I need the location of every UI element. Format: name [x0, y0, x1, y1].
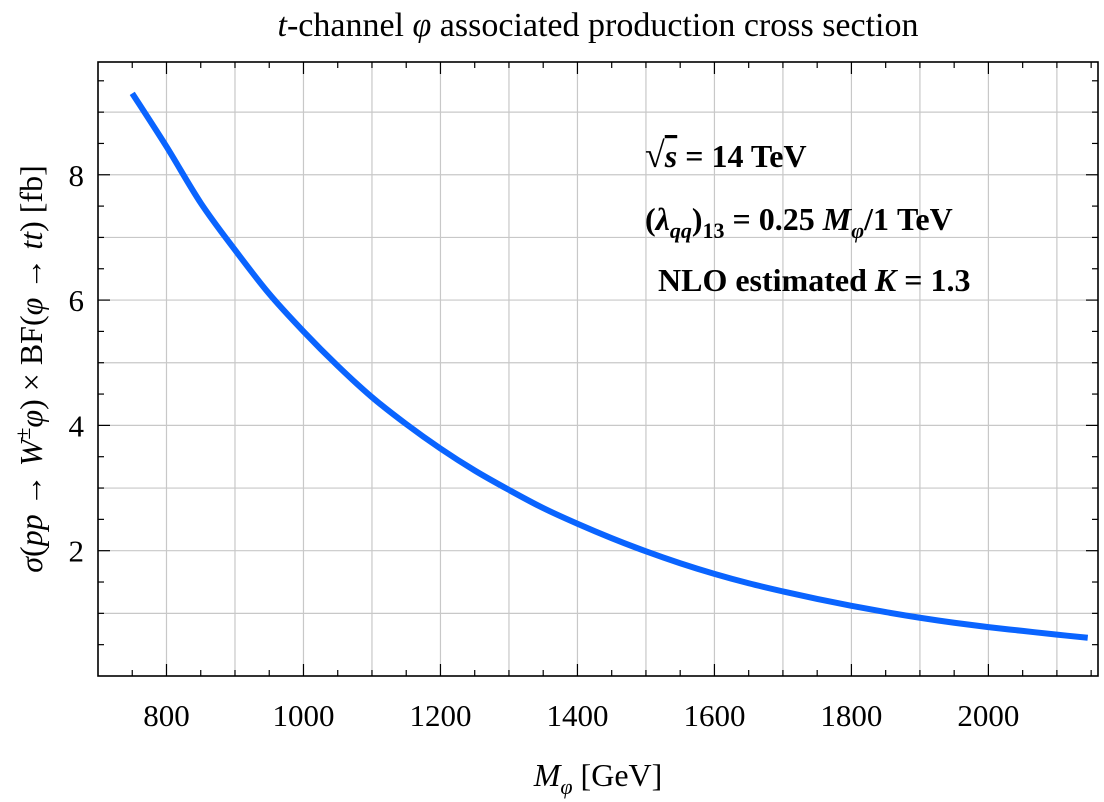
x-tick-label: 1200	[409, 698, 471, 733]
x-tick-label: 1000	[272, 698, 334, 733]
series-layer	[129, 91, 1089, 641]
svg-text:(λqq)13 = 0.25 Mφ/1 TeV: (λqq)13 = 0.25 Mφ/1 TeV	[645, 201, 953, 243]
y-axis-label: σ(pp → W±φ) × BF(φ → tt) [fb]	[10, 165, 49, 572]
annotation-energy: √s = 14 TeV	[645, 135, 807, 175]
y-tick-label: 6	[69, 283, 85, 318]
svg-text:NLO estimated K = 1.3: NLO estimated K = 1.3	[658, 262, 970, 298]
svg-text:√s = 14 TeV: √s = 14 TeV	[645, 135, 807, 175]
x-tick-label: 1400	[546, 698, 608, 733]
ticks	[98, 62, 1098, 676]
y-tick-label: 8	[69, 158, 85, 193]
series-line-0	[129, 91, 1089, 641]
x-tick-label: 800	[143, 698, 190, 733]
plot-frame	[97, 61, 1099, 677]
grid	[98, 62, 1098, 676]
y-tick-label: 4	[69, 408, 85, 443]
x-tick-label: 2000	[957, 698, 1019, 733]
x-tick-label: 1800	[820, 698, 882, 733]
plot-area	[98, 62, 1098, 676]
y-tick-labels: 2 4 6 8	[69, 158, 85, 569]
annotation-k-factor: NLO estimated K = 1.3	[658, 262, 970, 298]
x-tick-labels: 800 1000 1200 1400 1600 1800 2000	[143, 698, 1019, 733]
annotation-coupling: (λqq)13 = 0.25 Mφ/1 TeV	[645, 201, 953, 243]
y-tick-label: 2	[69, 534, 85, 569]
chart-title: t-channel φ associated production cross …	[277, 7, 918, 44]
x-axis-label: Mφ [GeV]	[533, 757, 663, 799]
x-tick-label: 1600	[683, 698, 745, 733]
